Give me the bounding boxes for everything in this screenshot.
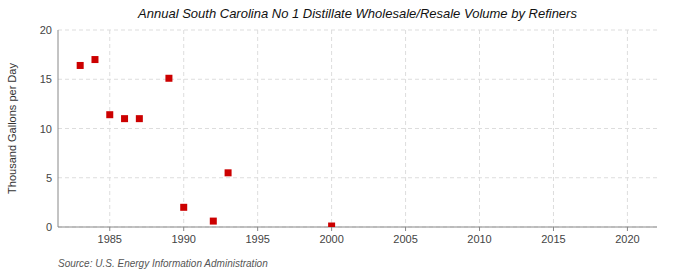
x-tick — [627, 227, 628, 231]
grid — [58, 30, 657, 227]
y-tick-label: 15 — [40, 73, 52, 85]
grid-line — [58, 30, 657, 31]
point — [165, 75, 172, 82]
x-axis — [58, 227, 657, 228]
grid-line — [405, 30, 406, 227]
x-tick-label: 1990 — [171, 233, 195, 245]
plot-area — [58, 30, 657, 227]
point — [77, 62, 84, 69]
y-axis-label: Thousand Gallons per Day — [6, 63, 18, 194]
title: Annual South Carolina No 1 Distillate Wh… — [137, 6, 577, 21]
point — [328, 223, 335, 227]
x-tick-label: 2015 — [541, 233, 565, 245]
grid-line — [58, 177, 657, 178]
grid-line — [109, 30, 110, 227]
x-tick-label: 2005 — [393, 233, 417, 245]
point — [121, 115, 128, 122]
x-tick — [405, 227, 406, 231]
point — [136, 115, 143, 122]
x-tick — [183, 227, 184, 231]
point — [106, 111, 113, 118]
x-tick — [331, 227, 332, 231]
source-note: Source: U.S. Energy Information Administ… — [58, 258, 268, 269]
x-tick-label: 2020 — [615, 233, 639, 245]
x-tick-label: 1995 — [245, 233, 269, 245]
x-tick-label: 1985 — [98, 233, 122, 245]
grid-line — [257, 30, 258, 227]
x-tick — [479, 227, 480, 231]
grid-line — [58, 227, 657, 228]
y-tick-label: 5 — [46, 172, 52, 184]
grid-line — [58, 79, 657, 80]
x-tick — [553, 227, 554, 231]
grid-line — [183, 30, 184, 227]
x-tick-label: 2000 — [319, 233, 343, 245]
grid-line — [331, 30, 332, 227]
grid-line — [479, 30, 480, 227]
grid-line — [553, 30, 554, 227]
chart: 0 5 10 15 20 1985 1990 1995 2000 2005 2010 2015 2020… — [0, 0, 675, 275]
y-tick-label: 0 — [46, 221, 52, 233]
x-tick-label: 2010 — [467, 233, 491, 245]
grid-line — [58, 128, 657, 129]
grid-line — [627, 30, 628, 227]
point — [225, 169, 232, 176]
x-tick — [109, 227, 110, 231]
x-tick — [257, 227, 258, 231]
y-tick-label: 20 — [40, 24, 52, 36]
y-axis — [58, 30, 59, 227]
point — [180, 204, 187, 211]
point — [91, 56, 98, 63]
point — [210, 218, 217, 225]
y-tick-label: 10 — [40, 123, 52, 135]
points — [77, 56, 335, 227]
